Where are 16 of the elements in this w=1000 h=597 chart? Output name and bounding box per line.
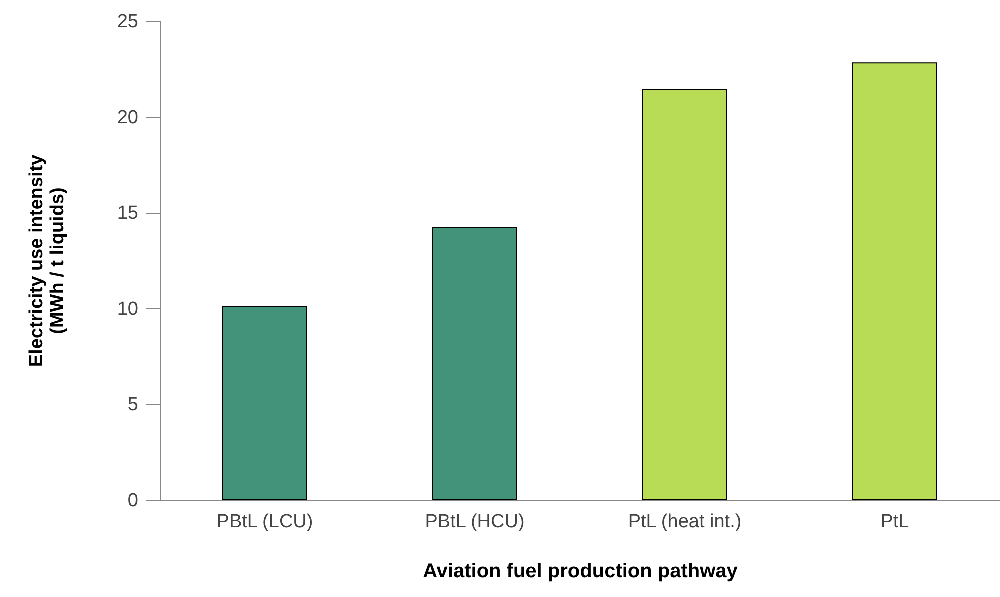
y-tick-label: 20 <box>117 107 138 128</box>
x-tick-label: PBtL (HCU) <box>425 512 525 532</box>
bar <box>432 227 518 500</box>
x-tick-label: PBtL (LCU) <box>216 512 314 532</box>
y-tick-label: 15 <box>117 203 138 224</box>
y-tick-label: 25 <box>117 12 138 32</box>
bar <box>642 89 728 500</box>
y-tick-label: 5 <box>128 394 138 416</box>
y-axis-title: Electricity use intensity (MWh / t liquids) <box>26 154 68 368</box>
y-tick-label: 0 <box>128 490 138 512</box>
bar <box>222 306 308 500</box>
x-axis-title: Aviation fuel production pathway <box>423 560 739 582</box>
bar <box>852 62 938 500</box>
x-tick-label: PtL <box>880 512 910 532</box>
y-tick-label: 10 <box>117 298 138 320</box>
x-tick-label: PtL (heat int.) <box>628 512 742 532</box>
